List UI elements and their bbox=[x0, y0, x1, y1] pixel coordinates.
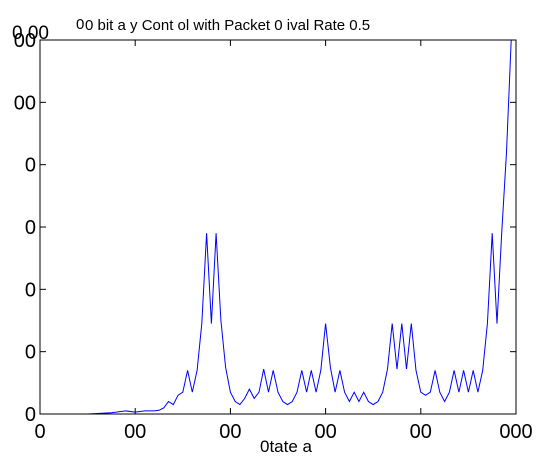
x-tick-label: 00 bbox=[124, 421, 146, 443]
y-tick-label: 0 bbox=[25, 404, 36, 426]
y-tick-label: 0 bbox=[25, 217, 36, 239]
y-tick-label: 0 bbox=[25, 342, 36, 364]
y-tick-label: 00 bbox=[14, 92, 36, 114]
x-tick-label: 00 bbox=[219, 421, 241, 443]
y-axis-exponent-superscript: 0 bbox=[76, 16, 84, 33]
y-tick-label: 0 bbox=[25, 155, 36, 177]
x-tick-label: 0 bbox=[34, 421, 45, 443]
x-tick-label: 000 bbox=[499, 421, 532, 443]
series-layer bbox=[40, 39, 516, 415]
series-line bbox=[40, 39, 516, 415]
x-tick-label: 00 bbox=[410, 421, 432, 443]
y-tick-label: 0 bbox=[25, 279, 36, 301]
labels-layer: 0 00 0 0 bit a y Cont ol with Packet 0 i… bbox=[12, 16, 370, 456]
chart-title: 0 bit a y Cont ol with Packet 0 ival Rat… bbox=[85, 17, 370, 34]
x-tick-label: 00 bbox=[314, 421, 336, 443]
x-axis-label: 0tate a bbox=[260, 437, 313, 456]
plot-frame bbox=[39, 39, 517, 415]
y-tick-label: 00 bbox=[14, 30, 36, 52]
y-axis-exponent-label: 0 00 bbox=[12, 23, 49, 44]
